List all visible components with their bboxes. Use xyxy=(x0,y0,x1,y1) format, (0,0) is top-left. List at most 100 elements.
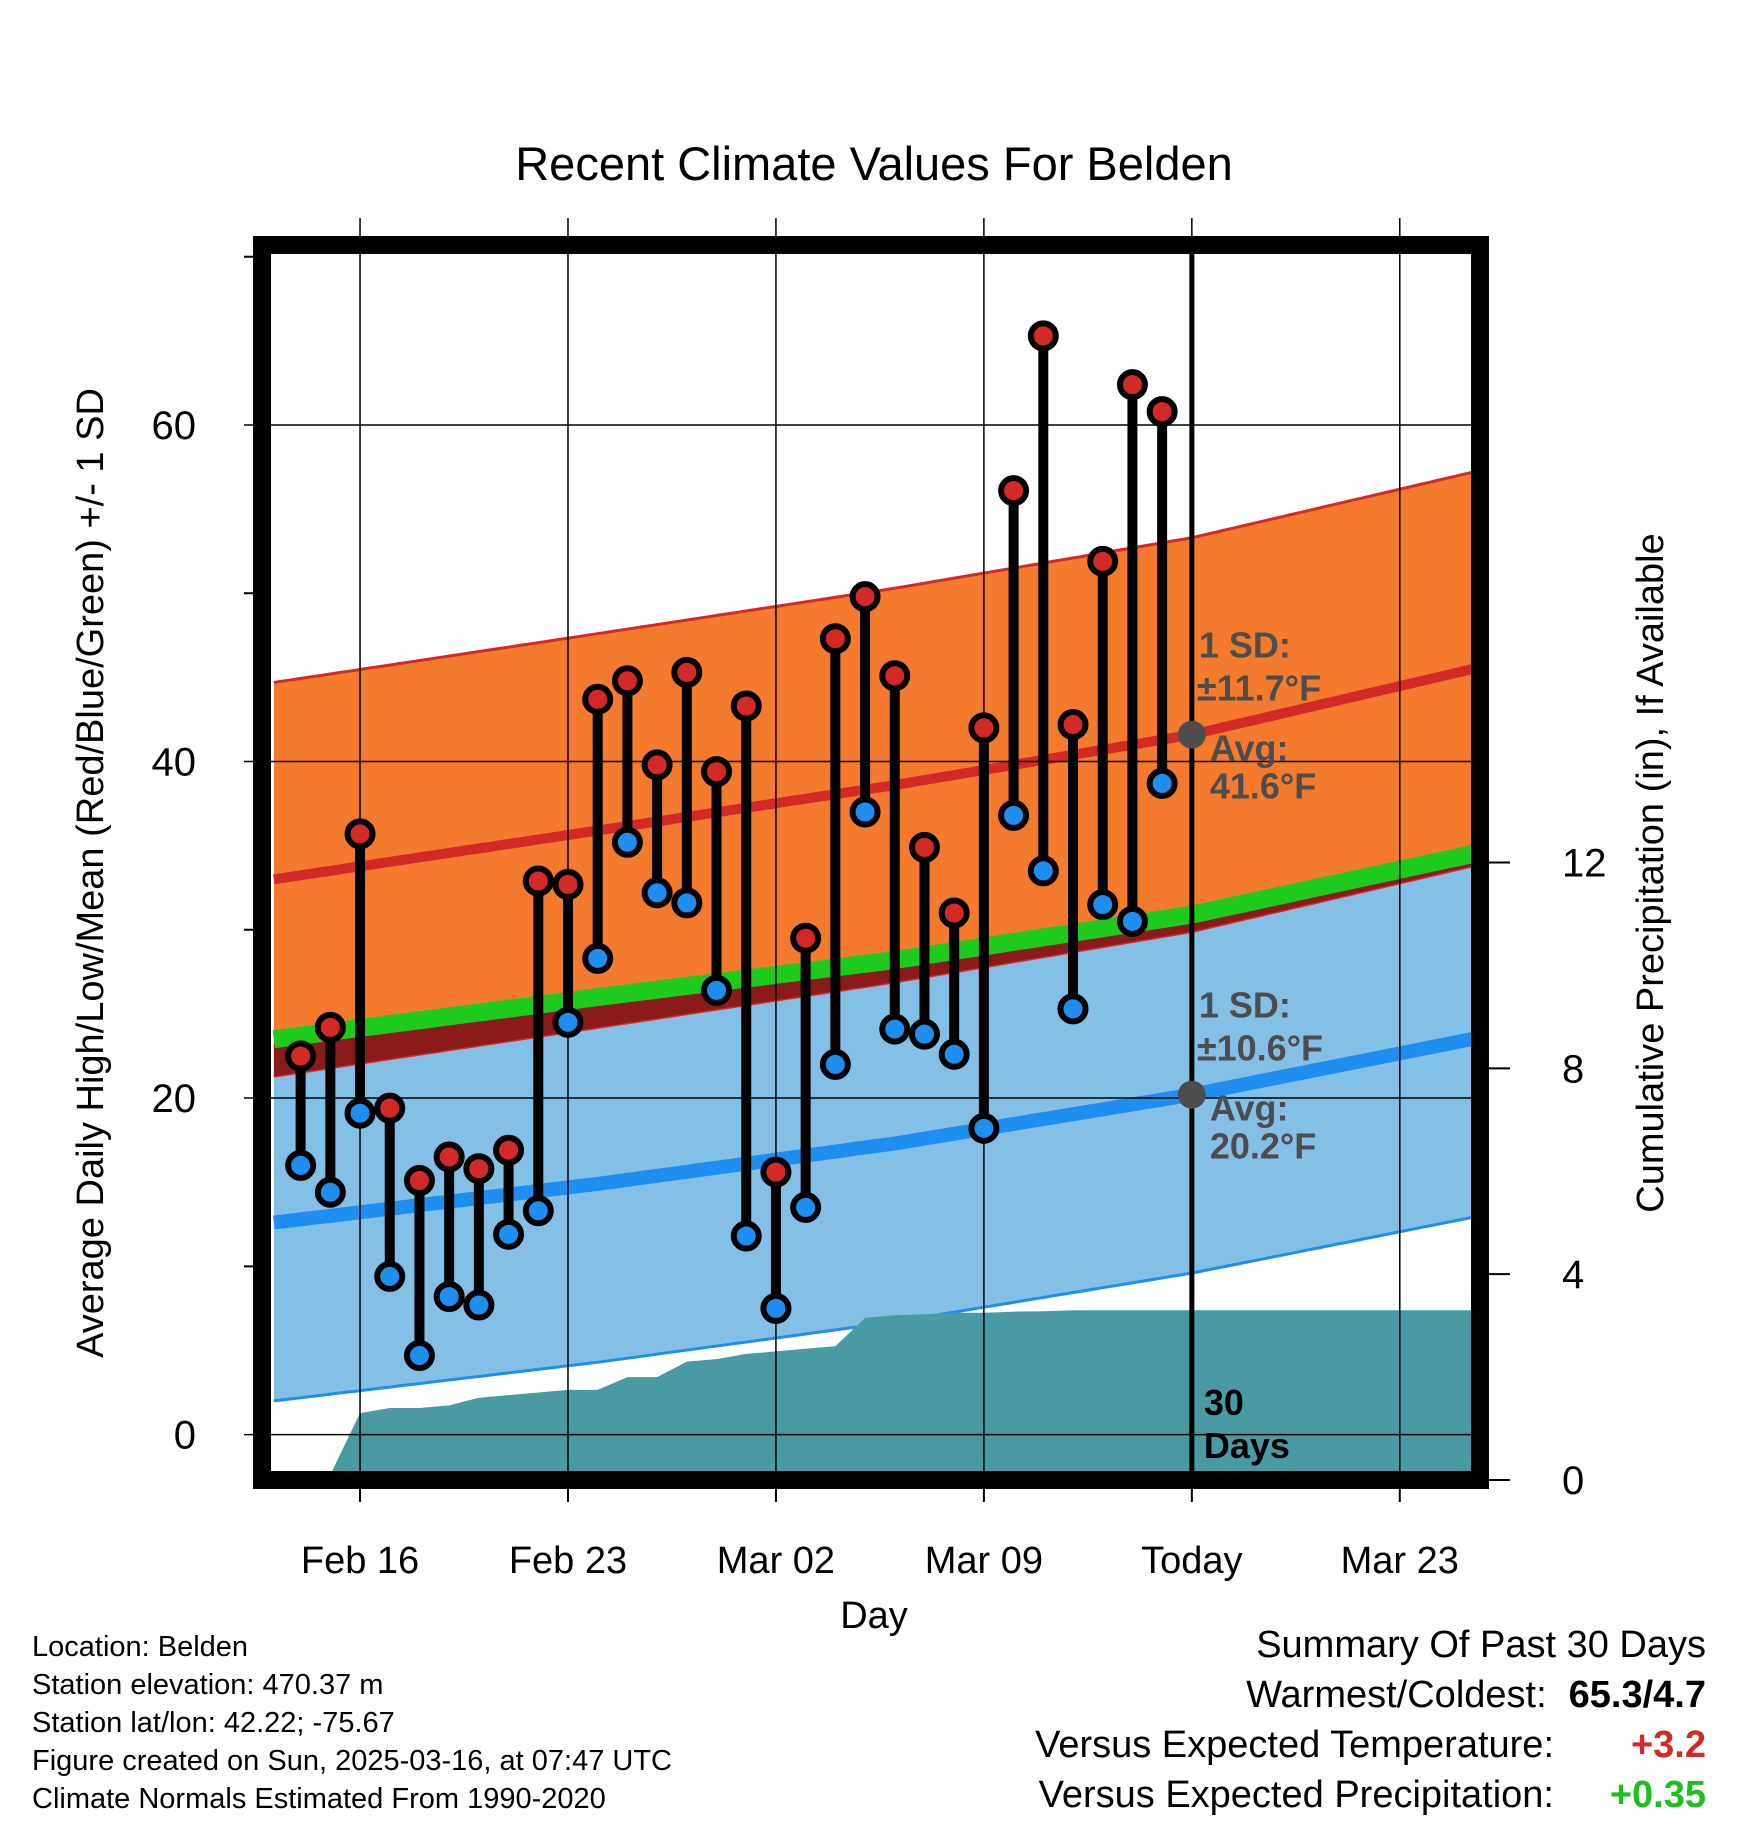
plot-content xyxy=(272,469,1480,1480)
low-point-14 xyxy=(701,974,733,1006)
low-point-25 xyxy=(1027,855,1059,887)
precipitation-area xyxy=(273,1310,1480,1480)
high-avg-value: 41.6°F xyxy=(1210,766,1316,807)
low-avg-marker xyxy=(1177,1080,1206,1109)
low-point-4 xyxy=(403,1339,435,1371)
low-point-0 xyxy=(285,1149,317,1181)
low-point-26 xyxy=(1057,993,1089,1025)
low-point-10 xyxy=(582,942,614,974)
x-tick-label-3: Mar 09 xyxy=(925,1540,1043,1582)
x-tick-label-0: Feb 16 xyxy=(301,1540,419,1582)
low-point-19 xyxy=(849,796,881,828)
summary-warm-cold-label: Warmest/Coldest: xyxy=(1246,1674,1547,1716)
low-point-17 xyxy=(790,1191,822,1223)
low-point-6 xyxy=(463,1289,495,1321)
high-point-25 xyxy=(1027,320,1059,352)
low-point-28 xyxy=(1116,905,1148,937)
high-sd-label: 1 SD: xyxy=(1199,625,1291,666)
x-tick-label-4: Today xyxy=(1141,1540,1242,1582)
info-elevation: Station elevation: 470.37 m xyxy=(32,1669,384,1701)
y-left-tick-label-3: 60 xyxy=(152,404,197,448)
low-point-2 xyxy=(344,1097,376,1129)
summary-warm-cold: Warmest/Coldest: 65.3/4.7 xyxy=(1035,1670,1706,1720)
low-point-1 xyxy=(314,1176,346,1208)
x-axis-label: Day xyxy=(840,1595,908,1637)
y-axis-left-label: Average Daily High/Low/Mean (Red/Blue/Gr… xyxy=(70,388,112,1358)
high-point-11 xyxy=(611,665,643,697)
low-point-23 xyxy=(968,1112,1000,1144)
high-point-10 xyxy=(582,683,614,715)
low-sd-band xyxy=(273,859,1477,1401)
summary-precip: Versus Expected Precipitation: +0.35 xyxy=(1035,1770,1706,1820)
high-point-20 xyxy=(879,660,911,692)
y-left-tick-label-0: 0 xyxy=(174,1414,196,1458)
low-point-24 xyxy=(998,799,1030,831)
high-point-9 xyxy=(552,868,584,900)
low-point-22 xyxy=(938,1038,970,1070)
mean-normal-line xyxy=(272,844,1480,1049)
low-sd-value: ±10.6°F xyxy=(1197,1028,1323,1069)
chart-title: Recent Climate Values For Belden xyxy=(515,137,1233,190)
y-left-tick-label-1: 20 xyxy=(152,1077,197,1121)
station-info: Location: Belden Station elevation: 470.… xyxy=(32,1628,672,1818)
low-point-29 xyxy=(1146,767,1178,799)
high-point-16 xyxy=(760,1156,792,1188)
summary-panel: Summary Of Past 30 Days Warmest/Coldest:… xyxy=(1035,1620,1706,1820)
high-point-17 xyxy=(790,922,822,954)
high-avg-marker xyxy=(1177,720,1206,749)
high-point-5 xyxy=(433,1141,465,1173)
high-point-4 xyxy=(403,1165,435,1197)
high-point-0 xyxy=(285,1040,317,1072)
y-left-tick-label-2: 40 xyxy=(152,741,197,785)
low-point-27 xyxy=(1087,889,1119,921)
low-avg-value: 20.2°F xyxy=(1210,1126,1316,1167)
low-point-3 xyxy=(374,1260,406,1292)
high-point-27 xyxy=(1087,545,1119,577)
low-point-13 xyxy=(671,887,703,919)
summary-warm-cold-value: 65.3/4.7 xyxy=(1568,1674,1706,1716)
y-right-tick-label-1: 4 xyxy=(1562,1253,1584,1297)
high-point-22 xyxy=(938,897,970,929)
today-days-word: Days xyxy=(1204,1425,1290,1466)
low-point-9 xyxy=(552,1006,584,1038)
y-right-tick-label-2: 8 xyxy=(1562,1047,1584,1091)
y-axis-right-label: Cumulative Precipitation (in), If Availa… xyxy=(1630,533,1672,1212)
high-normal-line xyxy=(273,663,1479,885)
summary-temp-label: Versus Expected Temperature: xyxy=(1035,1724,1554,1766)
high-point-19 xyxy=(849,581,881,613)
y-right-tick-label-0: 0 xyxy=(1562,1459,1584,1503)
low-point-8 xyxy=(522,1195,554,1227)
high-sd-value: ±11.7°F xyxy=(1197,668,1321,709)
high-point-29 xyxy=(1146,396,1178,428)
high-point-7 xyxy=(493,1134,525,1166)
low-point-7 xyxy=(493,1218,525,1250)
high-point-2 xyxy=(344,818,376,850)
low-point-21 xyxy=(908,1018,940,1050)
low-sd-label: 1 SD: xyxy=(1199,985,1291,1026)
info-latlon: Station lat/lon: 42.22; -75.67 xyxy=(32,1707,395,1739)
info-created: Figure created on Sun, 2025-03-16, at 07… xyxy=(32,1745,672,1777)
x-tick-label-5: Mar 23 xyxy=(1341,1540,1459,1582)
summary-precip-label: Versus Expected Precipitation: xyxy=(1038,1774,1554,1816)
low-point-15 xyxy=(730,1220,762,1252)
low-point-16 xyxy=(760,1292,792,1324)
daily-values xyxy=(285,320,1178,1371)
high-point-15 xyxy=(730,690,762,722)
low-avg-label: Avg: xyxy=(1210,1088,1289,1129)
axes: Feb 16 Feb 23 Mar 02 Mar 09 Today Mar 2302040… xyxy=(152,236,1607,1582)
high-point-28 xyxy=(1116,369,1148,401)
high-point-13 xyxy=(671,656,703,688)
low-point-11 xyxy=(611,826,643,858)
low-point-5 xyxy=(433,1281,465,1313)
high-point-24 xyxy=(998,475,1030,507)
info-location: Location: Belden xyxy=(32,1631,249,1663)
high-point-18 xyxy=(819,623,851,655)
summary-temp-value: +3.2 xyxy=(1630,1724,1706,1766)
high-point-3 xyxy=(374,1092,406,1124)
high-point-12 xyxy=(641,749,673,781)
high-point-23 xyxy=(968,712,1000,744)
low-point-18 xyxy=(819,1048,851,1080)
